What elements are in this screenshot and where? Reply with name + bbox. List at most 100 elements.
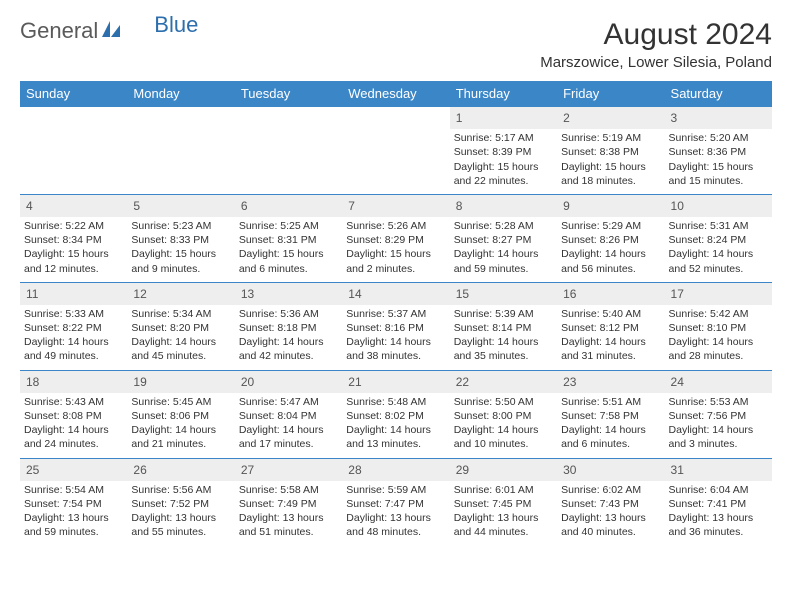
day-number: 26 bbox=[127, 459, 234, 481]
day-info: Sunrise: 5:26 AMSunset: 8:29 PMDaylight:… bbox=[342, 217, 449, 282]
calendar-day-cell: 22Sunrise: 5:50 AMSunset: 8:00 PMDayligh… bbox=[450, 370, 557, 458]
logo-word2: Blue bbox=[154, 12, 198, 38]
calendar-day-cell: 21Sunrise: 5:48 AMSunset: 8:02 PMDayligh… bbox=[342, 370, 449, 458]
day-header: Monday bbox=[127, 81, 234, 107]
day-info: Sunrise: 5:29 AMSunset: 8:26 PMDaylight:… bbox=[557, 217, 664, 282]
logo: General Blue bbox=[20, 18, 198, 44]
calendar-day-cell: 16Sunrise: 5:40 AMSunset: 8:12 PMDayligh… bbox=[557, 282, 664, 370]
day-info: Sunrise: 5:50 AMSunset: 8:00 PMDaylight:… bbox=[450, 393, 557, 458]
day-info: Sunrise: 5:43 AMSunset: 8:08 PMDaylight:… bbox=[20, 393, 127, 458]
day-number: 10 bbox=[665, 195, 772, 217]
calendar-day-cell: 5Sunrise: 5:23 AMSunset: 8:33 PMDaylight… bbox=[127, 194, 234, 282]
calendar-day-cell: 23Sunrise: 5:51 AMSunset: 7:58 PMDayligh… bbox=[557, 370, 664, 458]
day-number: 23 bbox=[557, 371, 664, 393]
month-title: August 2024 bbox=[540, 18, 772, 52]
day-info: Sunrise: 6:04 AMSunset: 7:41 PMDaylight:… bbox=[665, 481, 772, 546]
day-number: 2 bbox=[557, 107, 664, 129]
day-info: Sunrise: 5:23 AMSunset: 8:33 PMDaylight:… bbox=[127, 217, 234, 282]
calendar-day-cell: 28Sunrise: 5:59 AMSunset: 7:47 PMDayligh… bbox=[342, 458, 449, 545]
calendar-table: SundayMondayTuesdayWednesdayThursdayFrid… bbox=[20, 81, 772, 545]
day-header: Sunday bbox=[20, 81, 127, 107]
day-number: 18 bbox=[20, 371, 127, 393]
day-number: 7 bbox=[342, 195, 449, 217]
day-number: 3 bbox=[665, 107, 772, 129]
calendar-day-cell: 27Sunrise: 5:58 AMSunset: 7:49 PMDayligh… bbox=[235, 458, 342, 545]
day-header: Friday bbox=[557, 81, 664, 107]
day-info: Sunrise: 5:22 AMSunset: 8:34 PMDaylight:… bbox=[20, 217, 127, 282]
day-header: Saturday bbox=[665, 81, 772, 107]
day-number: 12 bbox=[127, 283, 234, 305]
day-number: 21 bbox=[342, 371, 449, 393]
day-number: 29 bbox=[450, 459, 557, 481]
day-number: 5 bbox=[127, 195, 234, 217]
calendar-empty-cell bbox=[235, 107, 342, 195]
calendar-body: 1Sunrise: 5:17 AMSunset: 8:39 PMDaylight… bbox=[20, 107, 772, 546]
day-number: 17 bbox=[665, 283, 772, 305]
day-header-row: SundayMondayTuesdayWednesdayThursdayFrid… bbox=[20, 81, 772, 107]
day-number: 31 bbox=[665, 459, 772, 481]
day-number: 20 bbox=[235, 371, 342, 393]
day-header: Thursday bbox=[450, 81, 557, 107]
day-info: Sunrise: 5:31 AMSunset: 8:24 PMDaylight:… bbox=[665, 217, 772, 282]
calendar-day-cell: 24Sunrise: 5:53 AMSunset: 7:56 PMDayligh… bbox=[665, 370, 772, 458]
day-number: 16 bbox=[557, 283, 664, 305]
day-info: Sunrise: 5:53 AMSunset: 7:56 PMDaylight:… bbox=[665, 393, 772, 458]
calendar-day-cell: 2Sunrise: 5:19 AMSunset: 8:38 PMDaylight… bbox=[557, 107, 664, 195]
day-header: Wednesday bbox=[342, 81, 449, 107]
day-number: 30 bbox=[557, 459, 664, 481]
calendar-week-row: 18Sunrise: 5:43 AMSunset: 8:08 PMDayligh… bbox=[20, 370, 772, 458]
day-number: 27 bbox=[235, 459, 342, 481]
day-info: Sunrise: 5:33 AMSunset: 8:22 PMDaylight:… bbox=[20, 305, 127, 370]
calendar-empty-cell bbox=[342, 107, 449, 195]
calendar-day-cell: 11Sunrise: 5:33 AMSunset: 8:22 PMDayligh… bbox=[20, 282, 127, 370]
calendar-day-cell: 14Sunrise: 5:37 AMSunset: 8:16 PMDayligh… bbox=[342, 282, 449, 370]
calendar-day-cell: 12Sunrise: 5:34 AMSunset: 8:20 PMDayligh… bbox=[127, 282, 234, 370]
day-info: Sunrise: 5:40 AMSunset: 8:12 PMDaylight:… bbox=[557, 305, 664, 370]
logo-sails-icon bbox=[100, 19, 122, 44]
day-info: Sunrise: 5:28 AMSunset: 8:27 PMDaylight:… bbox=[450, 217, 557, 282]
day-info: Sunrise: 5:54 AMSunset: 7:54 PMDaylight:… bbox=[20, 481, 127, 546]
calendar-day-cell: 30Sunrise: 6:02 AMSunset: 7:43 PMDayligh… bbox=[557, 458, 664, 545]
calendar-day-cell: 10Sunrise: 5:31 AMSunset: 8:24 PMDayligh… bbox=[665, 194, 772, 282]
day-number: 15 bbox=[450, 283, 557, 305]
day-number: 25 bbox=[20, 459, 127, 481]
day-info: Sunrise: 6:02 AMSunset: 7:43 PMDaylight:… bbox=[557, 481, 664, 546]
day-info: Sunrise: 5:59 AMSunset: 7:47 PMDaylight:… bbox=[342, 481, 449, 546]
page-header: General Blue August 2024 Marszowice, Low… bbox=[20, 18, 772, 71]
day-info: Sunrise: 5:25 AMSunset: 8:31 PMDaylight:… bbox=[235, 217, 342, 282]
day-number: 14 bbox=[342, 283, 449, 305]
day-info: Sunrise: 5:56 AMSunset: 7:52 PMDaylight:… bbox=[127, 481, 234, 546]
calendar-empty-cell bbox=[20, 107, 127, 195]
calendar-day-cell: 1Sunrise: 5:17 AMSunset: 8:39 PMDaylight… bbox=[450, 107, 557, 195]
calendar-day-cell: 7Sunrise: 5:26 AMSunset: 8:29 PMDaylight… bbox=[342, 194, 449, 282]
calendar-week-row: 25Sunrise: 5:54 AMSunset: 7:54 PMDayligh… bbox=[20, 458, 772, 545]
calendar-day-cell: 8Sunrise: 5:28 AMSunset: 8:27 PMDaylight… bbox=[450, 194, 557, 282]
day-number: 13 bbox=[235, 283, 342, 305]
day-info: Sunrise: 5:47 AMSunset: 8:04 PMDaylight:… bbox=[235, 393, 342, 458]
calendar-week-row: 4Sunrise: 5:22 AMSunset: 8:34 PMDaylight… bbox=[20, 194, 772, 282]
calendar-day-cell: 13Sunrise: 5:36 AMSunset: 8:18 PMDayligh… bbox=[235, 282, 342, 370]
day-info: Sunrise: 5:45 AMSunset: 8:06 PMDaylight:… bbox=[127, 393, 234, 458]
day-info: Sunrise: 5:20 AMSunset: 8:36 PMDaylight:… bbox=[665, 129, 772, 194]
day-number: 1 bbox=[450, 107, 557, 129]
calendar-day-cell: 15Sunrise: 5:39 AMSunset: 8:14 PMDayligh… bbox=[450, 282, 557, 370]
day-info: Sunrise: 5:42 AMSunset: 8:10 PMDaylight:… bbox=[665, 305, 772, 370]
calendar-day-cell: 9Sunrise: 5:29 AMSunset: 8:26 PMDaylight… bbox=[557, 194, 664, 282]
calendar-day-cell: 31Sunrise: 6:04 AMSunset: 7:41 PMDayligh… bbox=[665, 458, 772, 545]
calendar-day-cell: 6Sunrise: 5:25 AMSunset: 8:31 PMDaylight… bbox=[235, 194, 342, 282]
calendar-empty-cell bbox=[127, 107, 234, 195]
day-number: 8 bbox=[450, 195, 557, 217]
calendar-day-cell: 4Sunrise: 5:22 AMSunset: 8:34 PMDaylight… bbox=[20, 194, 127, 282]
day-number: 24 bbox=[665, 371, 772, 393]
calendar-day-cell: 29Sunrise: 6:01 AMSunset: 7:45 PMDayligh… bbox=[450, 458, 557, 545]
location-text: Marszowice, Lower Silesia, Poland bbox=[540, 54, 772, 71]
day-info: Sunrise: 5:37 AMSunset: 8:16 PMDaylight:… bbox=[342, 305, 449, 370]
calendar-day-cell: 26Sunrise: 5:56 AMSunset: 7:52 PMDayligh… bbox=[127, 458, 234, 545]
day-info: Sunrise: 5:51 AMSunset: 7:58 PMDaylight:… bbox=[557, 393, 664, 458]
day-number: 22 bbox=[450, 371, 557, 393]
day-info: Sunrise: 5:34 AMSunset: 8:20 PMDaylight:… bbox=[127, 305, 234, 370]
logo-word1: General bbox=[20, 18, 98, 44]
calendar-day-cell: 18Sunrise: 5:43 AMSunset: 8:08 PMDayligh… bbox=[20, 370, 127, 458]
day-header: Tuesday bbox=[235, 81, 342, 107]
day-number: 11 bbox=[20, 283, 127, 305]
